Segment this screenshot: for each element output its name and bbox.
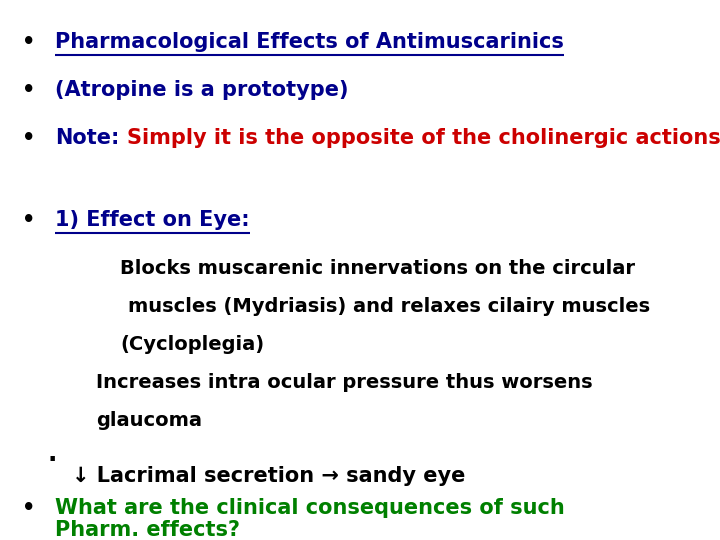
Text: :: : bbox=[111, 128, 127, 148]
Text: •: • bbox=[22, 128, 35, 148]
Text: •: • bbox=[22, 80, 35, 100]
Text: ↓ Lacrimal secretion → sandy eye: ↓ Lacrimal secretion → sandy eye bbox=[72, 466, 465, 486]
Text: Pharm. effects?: Pharm. effects? bbox=[55, 520, 240, 540]
Text: Pharmacological Effects of Antimuscarinics: Pharmacological Effects of Antimuscarini… bbox=[55, 32, 564, 52]
Text: •: • bbox=[22, 498, 35, 518]
Text: (Atropine is a prototype): (Atropine is a prototype) bbox=[55, 80, 348, 100]
Text: .: . bbox=[48, 442, 58, 466]
Text: Blocks muscarenic innervations on the circular: Blocks muscarenic innervations on the ci… bbox=[120, 259, 635, 278]
Text: Note: Note bbox=[55, 128, 111, 148]
Text: What are the clinical consequences of such: What are the clinical consequences of su… bbox=[55, 498, 564, 518]
Text: Simply it is the opposite of the cholinergic actions: Simply it is the opposite of the choline… bbox=[127, 128, 720, 148]
Text: muscles (Mydriasis) and relaxes cilairy muscles: muscles (Mydriasis) and relaxes cilairy … bbox=[128, 296, 650, 315]
Text: (Cycloplegia): (Cycloplegia) bbox=[120, 334, 264, 354]
Text: Increases intra ocular pressure thus worsens: Increases intra ocular pressure thus wor… bbox=[96, 373, 593, 392]
Text: 1) Effect on Eye:: 1) Effect on Eye: bbox=[55, 210, 250, 230]
Text: glaucoma: glaucoma bbox=[96, 410, 202, 429]
Text: •: • bbox=[22, 210, 35, 230]
Text: •: • bbox=[22, 32, 35, 52]
